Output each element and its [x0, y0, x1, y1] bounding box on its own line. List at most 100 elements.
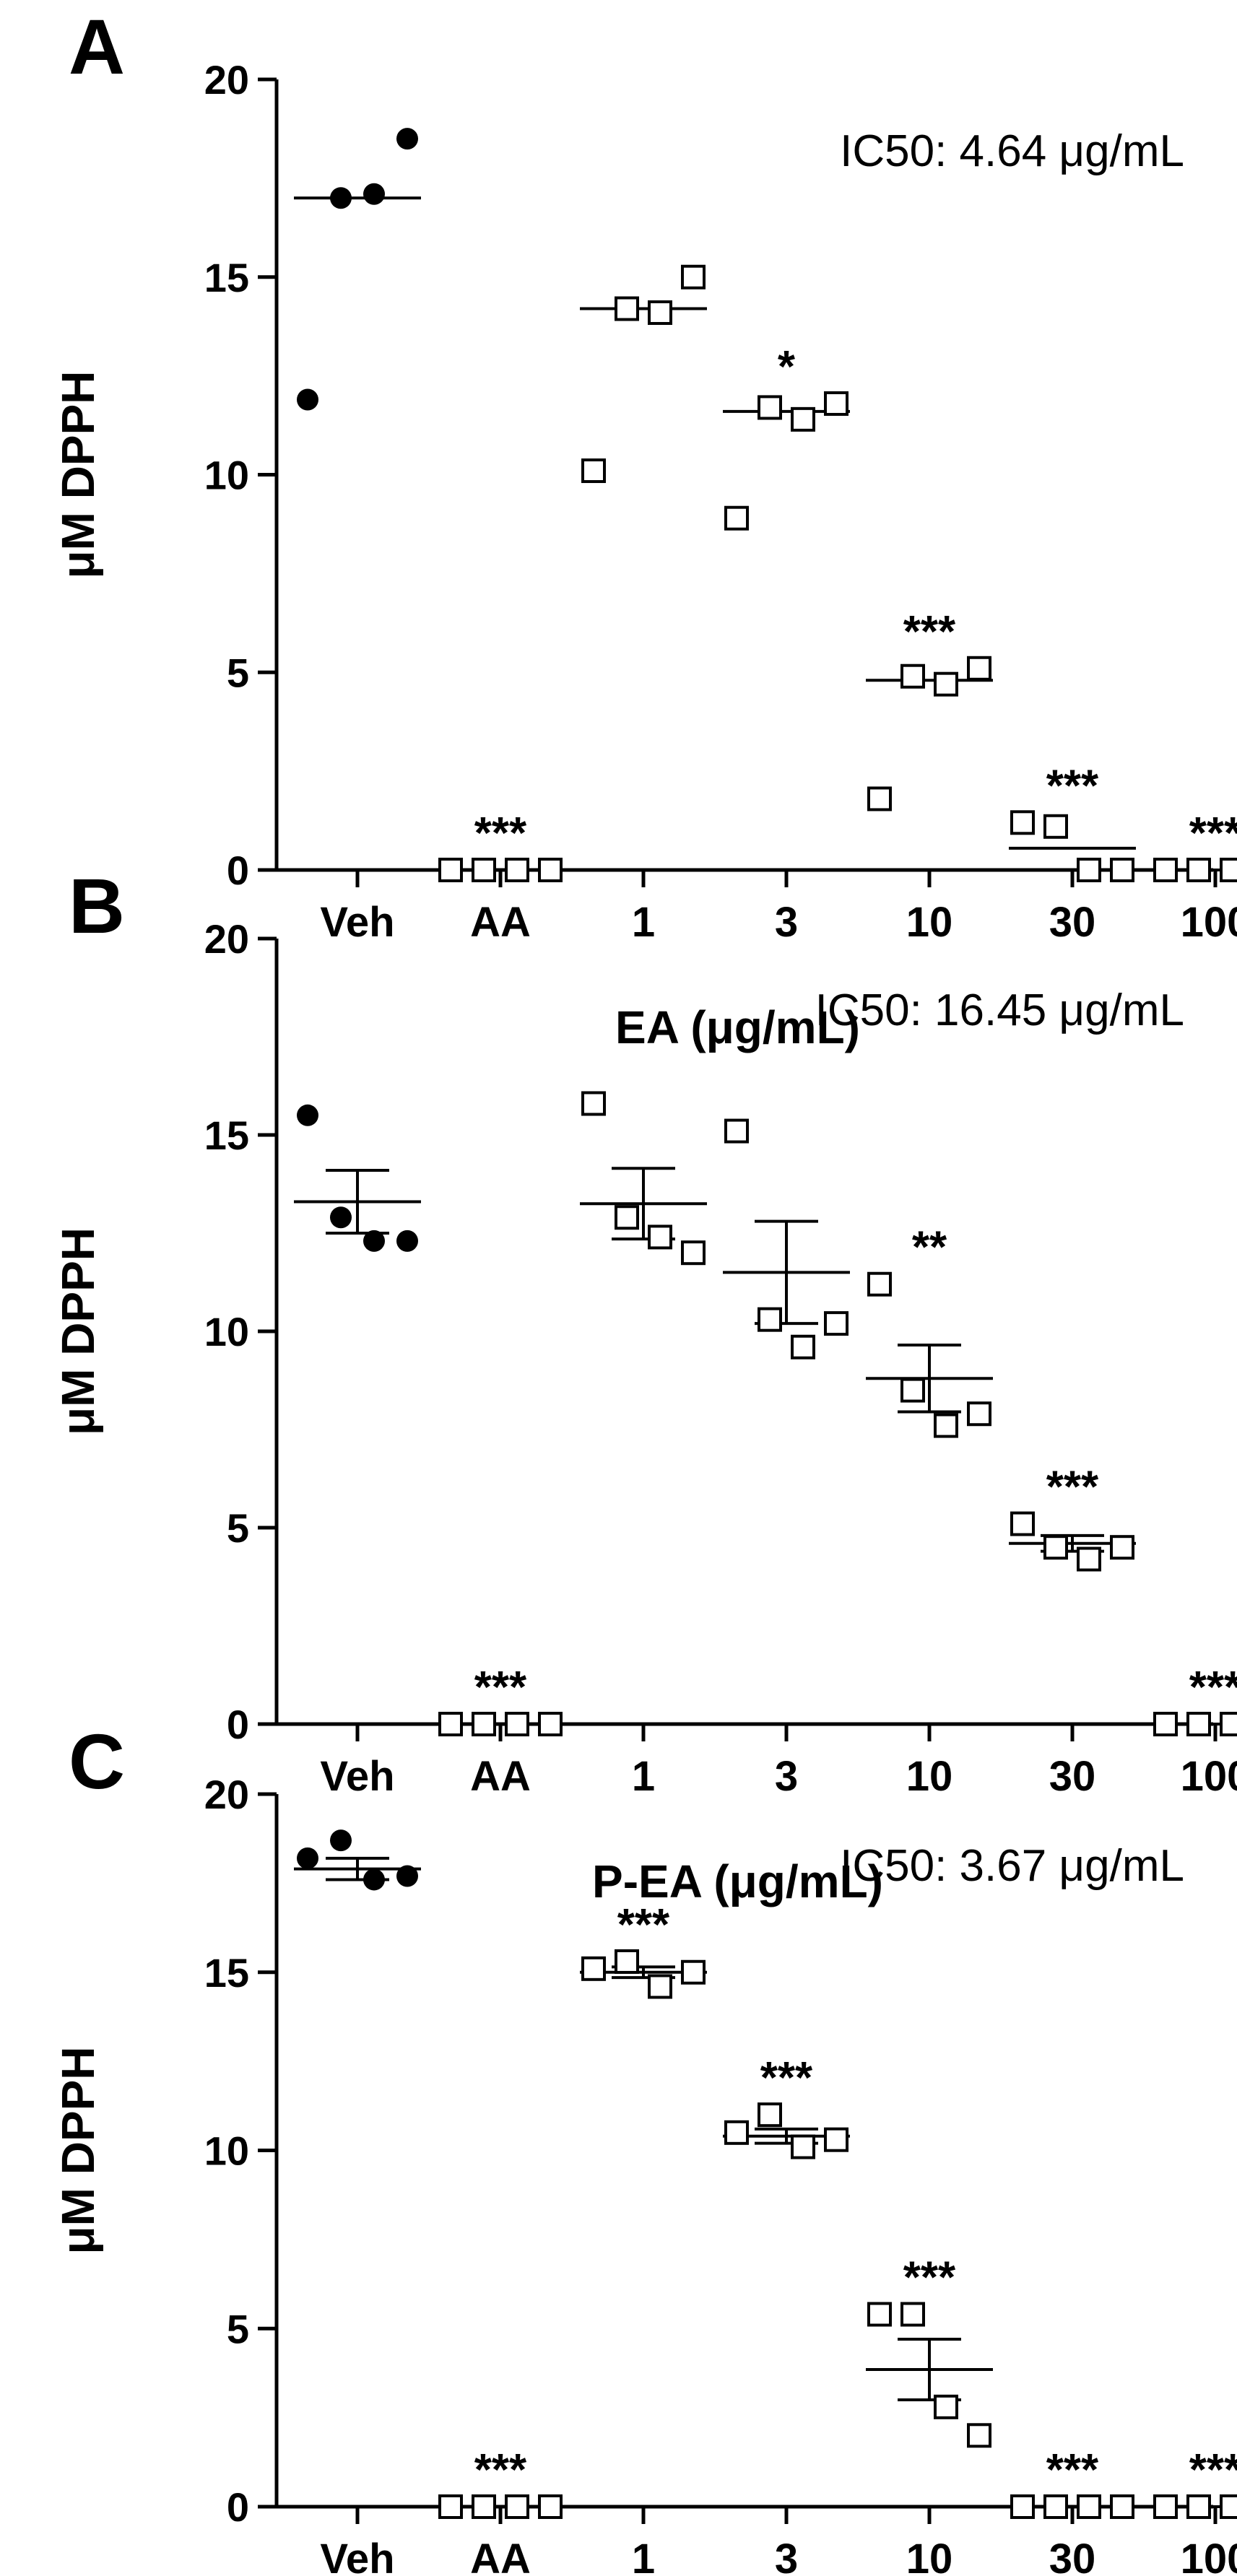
data-point: [1110, 2494, 1134, 2519]
data-point: [791, 2134, 815, 2159]
data-point: [758, 395, 782, 420]
data-point: [581, 1091, 606, 1116]
data-point: [1153, 858, 1178, 882]
significance-marker: ***: [617, 1900, 670, 1950]
data-point: [1043, 2494, 1068, 2519]
x-tick-label: 30: [1049, 1753, 1096, 1800]
data-point: [867, 786, 892, 811]
data-point: [330, 1829, 352, 1852]
data-point: [438, 2494, 463, 2519]
data-point: [934, 2394, 958, 2419]
data-point: [648, 1224, 672, 1250]
x-tick-label: Veh: [320, 1753, 394, 1800]
data-point: [363, 1230, 385, 1252]
data-point: [472, 2494, 496, 2519]
ic50-annotation: IC50: 16.45 μg/mL: [815, 985, 1184, 1035]
panel-a: A 0 5 10 15 20 μM DPPH Veh AA 1 3 10 30 100 EA (μg/mL)…: [52, 3, 1237, 1053]
data-point: [581, 458, 606, 484]
panel-b: B 0 5 10 15 20 μM DPPH Veh AA 1 3 10 30 100 P-EA (μg/m…: [52, 862, 1237, 1907]
x-tick-label: 1: [632, 1753, 655, 1800]
data-point: [1220, 858, 1237, 882]
data-point: [681, 264, 706, 290]
significance-marker: ***: [1189, 809, 1237, 858]
ic50-annotation: IC50: 4.64 μg/mL: [840, 126, 1184, 176]
panel-letter: B: [69, 862, 125, 949]
data-point: [900, 1378, 925, 1403]
data-point: [505, 858, 529, 882]
data-point: [967, 656, 991, 681]
y-tick-label: 0: [227, 848, 249, 893]
x-tick-label: Veh: [320, 2536, 394, 2576]
data-point: [1010, 1511, 1035, 1536]
significance-marker: **: [912, 1223, 947, 1273]
x-tick-label: 100: [1181, 1753, 1237, 1800]
y-tick-label: 20: [204, 57, 249, 103]
data-point: [472, 1712, 496, 1736]
x-tick-label: 10: [906, 899, 953, 946]
data-point: [900, 2302, 925, 2327]
data-point: [1077, 1546, 1101, 1572]
x-tick-label: 30: [1049, 899, 1096, 946]
data-point: [681, 1959, 706, 1985]
x-axis-label: EA (μg/mL): [615, 1001, 860, 1053]
data-point: [1220, 2494, 1237, 2519]
x-tick-label: 10: [906, 2536, 953, 2576]
y-tick-label: 10: [204, 453, 249, 498]
data-point: [934, 1413, 958, 1438]
significance-marker: ***: [1189, 1663, 1237, 1713]
y-axis-label: μM DPPH: [52, 1227, 104, 1435]
data-point: [824, 391, 848, 416]
data-point: [867, 2302, 892, 2327]
data-point: [1186, 858, 1211, 882]
data-point: [791, 1334, 815, 1359]
data-point: [824, 1311, 848, 1336]
y-tick-label: 15: [204, 1950, 249, 1996]
data-point: [1153, 2494, 1178, 2519]
data-point: [934, 671, 958, 697]
data-point: [824, 2127, 848, 2152]
data-point: [615, 1949, 639, 1974]
significance-marker: ***: [474, 1663, 527, 1713]
y-axis-label: μM DPPH: [52, 2046, 104, 2254]
data-point: [472, 858, 496, 882]
significance-marker: ***: [903, 607, 956, 657]
y-tick-label: 5: [227, 1505, 249, 1551]
x-tick-label: 3: [775, 1753, 798, 1800]
x-tick-label: 3: [775, 899, 798, 946]
x-axis-label: P-EA (μg/mL): [592, 1855, 883, 1907]
data-point: [297, 1104, 318, 1126]
x-tick-label: AA: [470, 1753, 531, 1800]
data-point: [724, 505, 749, 531]
data-point: [1010, 2494, 1035, 2519]
data-point: [330, 187, 352, 209]
ic50-annotation: IC50: 3.67 μg/mL: [840, 1841, 1184, 1891]
data-point: [967, 1401, 991, 1427]
data-point: [724, 2120, 749, 2145]
y-tick-label: 5: [227, 2306, 249, 2351]
data-point: [900, 663, 925, 689]
y-tick-label: 0: [227, 1702, 249, 1747]
data-point: [363, 1868, 385, 1891]
x-tick-label: Veh: [320, 899, 394, 946]
significance-marker: ***: [1046, 1463, 1099, 1513]
data-point: [1186, 2494, 1211, 2519]
significance-marker: ***: [1189, 2445, 1237, 2495]
data-point: [581, 1956, 606, 1981]
data-point: [967, 2423, 991, 2448]
y-tick-label: 10: [204, 2128, 249, 2174]
data-point: [363, 183, 385, 205]
data-point: [438, 1712, 463, 1736]
data-point: [1220, 1712, 1237, 1736]
data-point: [1010, 810, 1035, 835]
data-point: [1153, 1712, 1178, 1736]
significance-marker: ***: [474, 809, 527, 858]
data-point: [648, 300, 672, 326]
y-tick-label: 15: [204, 1113, 249, 1158]
data-point: [505, 1712, 529, 1736]
data-point: [1043, 1535, 1068, 1560]
data-point: [297, 1847, 318, 1869]
data-point: [1077, 858, 1101, 882]
data-point: [297, 388, 318, 411]
